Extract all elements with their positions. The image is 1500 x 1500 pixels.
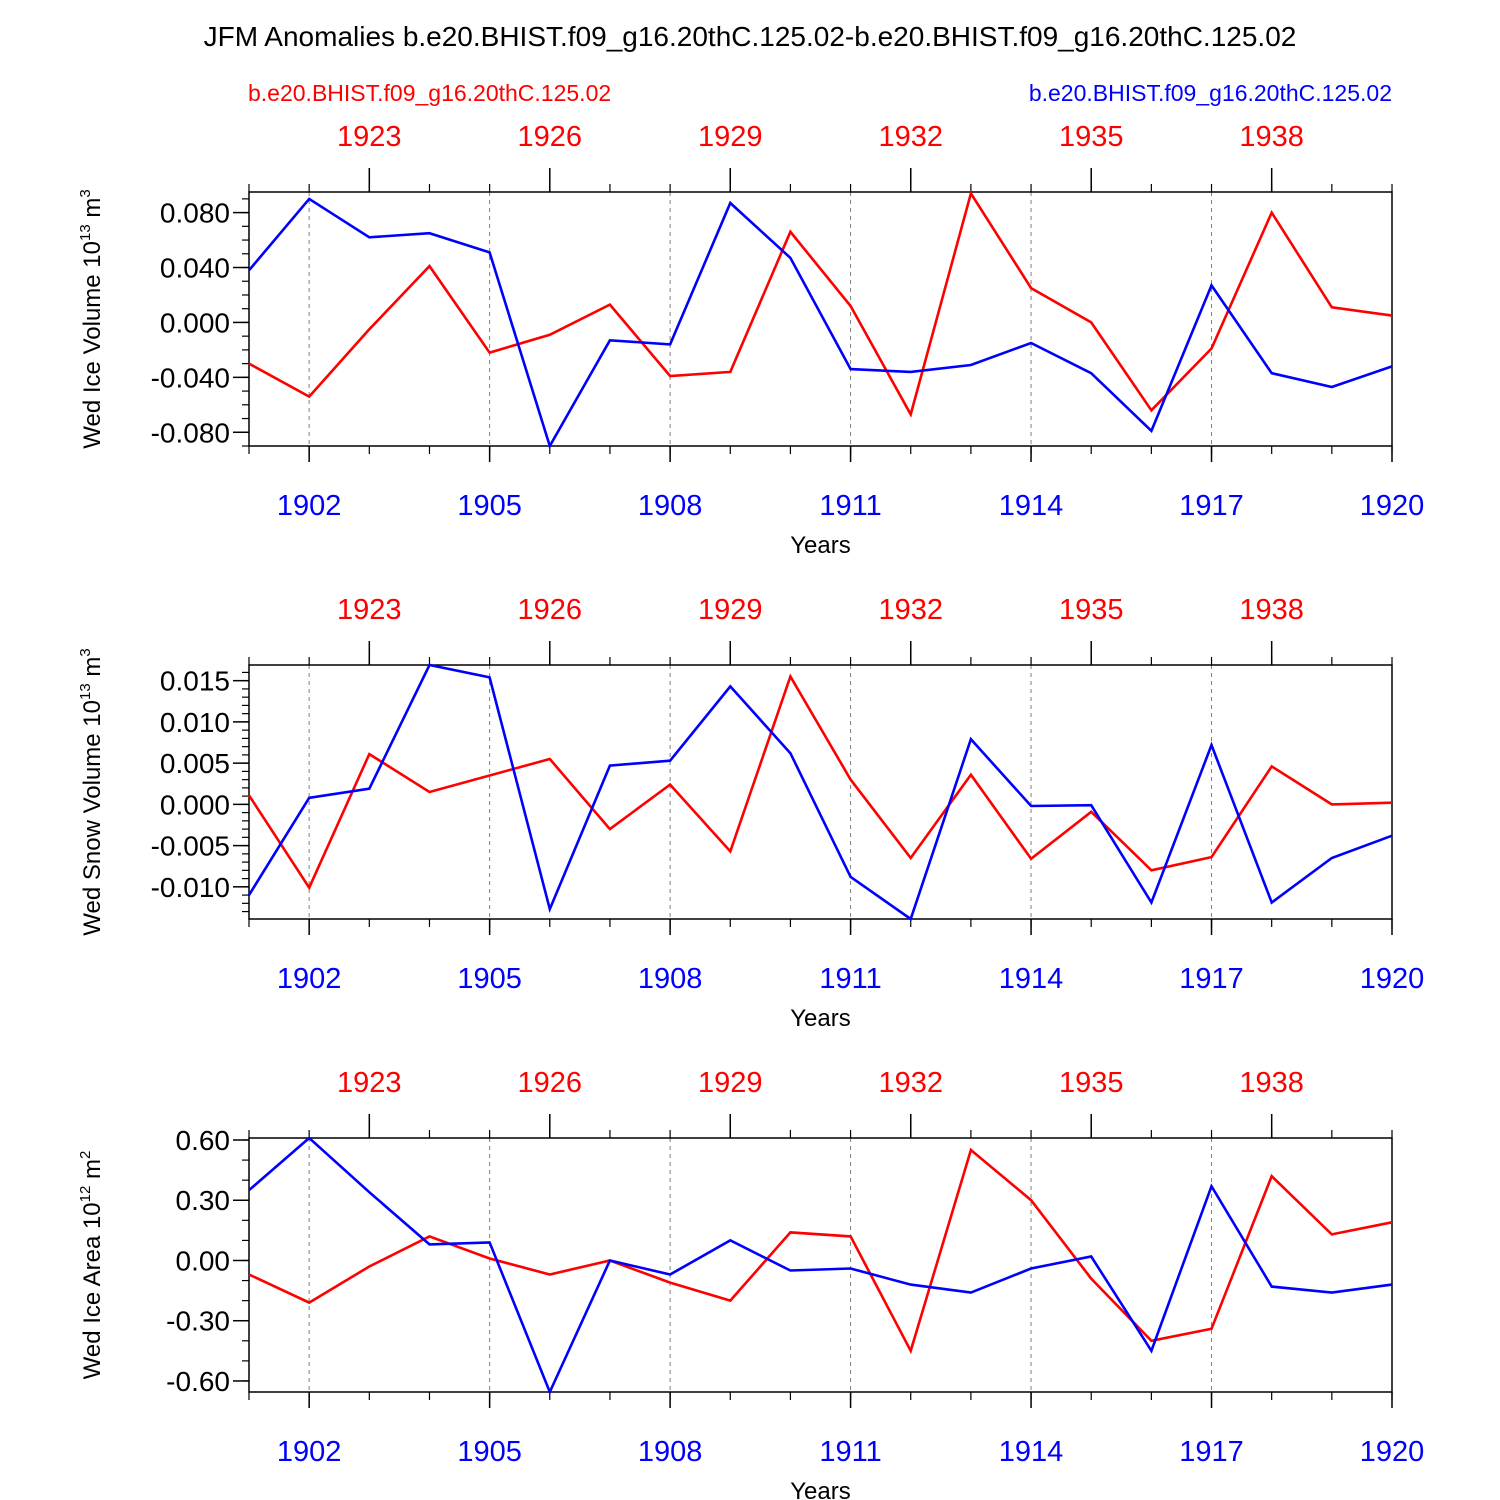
y-tick-label: -0.080 (151, 417, 230, 448)
top-tick-label-1923: 1923 (337, 1067, 402, 1099)
top-tick-label-1923: 1923 (337, 121, 402, 153)
y-axis-title: Wed Ice Volume 1013 m3 (77, 189, 106, 448)
bottom-tick-label-1917: 1917 (1179, 1436, 1244, 1468)
top-tick-label-1929: 1929 (698, 1067, 763, 1099)
y-axis-unit-suffix-exponent: 2 (77, 1151, 94, 1159)
x-axis-title: Years (790, 1478, 851, 1500)
top-tick-label-1923: 1923 (337, 594, 402, 626)
series-line-red (248, 190, 1393, 418)
y-tick-label: 0.60 (176, 1125, 231, 1156)
x-axis-title: Years (790, 1005, 851, 1032)
series-line-red (248, 1147, 1393, 1355)
top-tick-label-1935: 1935 (1059, 1067, 1124, 1099)
top-tick-label-1935: 1935 (1059, 121, 1124, 153)
y-tick-label: 0.00 (176, 1245, 231, 1276)
plot-frame (248, 191, 1393, 447)
bottom-tick-label-1908: 1908 (638, 490, 703, 522)
y-tick-label: 0.080 (160, 198, 230, 229)
y-axis-unit-exponent: 12 (77, 1186, 94, 1203)
y-tick-label: -0.010 (151, 872, 230, 903)
top-tick-label-1932: 1932 (878, 594, 943, 626)
y-axis-unit: m (79, 198, 106, 225)
y-axis-unit-exponent: 13 (77, 224, 94, 241)
y-tick-label: 0.015 (160, 666, 230, 697)
bottom-tick-label-1911: 1911 (819, 1436, 881, 1468)
top-tick-label-1938: 1938 (1239, 594, 1304, 626)
plot-frame (248, 1137, 1393, 1393)
bottom-tick-label-1914: 1914 (999, 1436, 1064, 1468)
bottom-tick-label-1905: 1905 (457, 490, 522, 522)
y-tick-label: 0.30 (176, 1185, 231, 1216)
y-tick-label: -0.60 (166, 1366, 230, 1397)
y-tick-label: -0.040 (151, 362, 230, 393)
plot-frame (248, 664, 1393, 920)
bottom-tick-label-1917: 1917 (1179, 963, 1244, 995)
y-axis-unit-exponent: 13 (77, 683, 94, 700)
y-axis-title-label: Wed Snow Volume 10 (79, 700, 106, 936)
y-tick-label: 0.005 (160, 748, 230, 779)
x-axis-title: Years (790, 532, 851, 559)
bottom-tick-label-1902: 1902 (277, 963, 342, 995)
top-tick-label-1929: 1929 (698, 594, 763, 626)
y-tick-label: 0.000 (160, 789, 230, 820)
bottom-tick-label-1914: 1914 (999, 963, 1064, 995)
y-axis-title-label: Wed Ice Volume 10 (79, 241, 106, 449)
y-tick-label: 0.040 (160, 253, 230, 284)
top-tick-label-1938: 1938 (1239, 1067, 1304, 1099)
y-tick-label: 0.010 (160, 707, 230, 738)
y-tick-label: -0.30 (166, 1306, 230, 1337)
y-tick-label: 0.000 (160, 307, 230, 338)
series-line-blue (248, 1136, 1393, 1396)
top-tick-label-1932: 1932 (878, 121, 943, 153)
top-tick-label-1938: 1938 (1239, 121, 1304, 153)
series-line-blue (247, 663, 1393, 922)
bottom-tick-label-1911: 1911 (819, 963, 881, 995)
bottom-tick-label-1902: 1902 (277, 490, 342, 522)
legend-left-label: b.e20.BHIST.f09_g16.20thC.125.02 (248, 80, 611, 106)
top-tick-label-1926: 1926 (518, 1067, 583, 1099)
bottom-tick-label-1905: 1905 (457, 1436, 522, 1468)
y-axis-unit: m (79, 1159, 106, 1186)
top-tick-label-1929: 1929 (698, 121, 763, 153)
top-tick-label-1926: 1926 (518, 121, 583, 153)
top-tick-label-1935: 1935 (1059, 594, 1124, 626)
y-axis-unit-suffix-exponent: 3 (77, 189, 94, 197)
bottom-tick-label-1902: 1902 (277, 1436, 342, 1468)
bottom-tick-label-1908: 1908 (638, 963, 703, 995)
bottom-tick-label-1920: 1920 (1360, 963, 1425, 995)
bottom-tick-label-1905: 1905 (457, 963, 522, 995)
series-line-red (247, 673, 1393, 891)
y-axis-title-label: Wed Ice Area 10 (79, 1202, 106, 1379)
y-axis-title: Wed Snow Volume 1013 m3 (77, 648, 106, 935)
panel-1: 1902 1905 1908 1911 1914 1917 1920 1923 1926 1929… (77, 121, 1424, 559)
series-line-blue (248, 197, 1393, 450)
top-tick-label-1932: 1932 (878, 1067, 943, 1099)
bottom-tick-label-1914: 1914 (999, 490, 1064, 522)
panels-group: 1902 1905 1908 1911 1914 1917 1920 1923 1926 1929… (77, 121, 1424, 1500)
y-tick-label: -0.005 (151, 831, 230, 862)
top-tick-label-1926: 1926 (518, 594, 583, 626)
bottom-tick-label-1908: 1908 (638, 1436, 703, 1468)
bottom-tick-label-1917: 1917 (1179, 490, 1244, 522)
legend-right-label: b.e20.BHIST.f09_g16.20thC.125.02 (1029, 80, 1392, 106)
panel-3: 1902 1905 1908 1911 1914 1917 1920 1923 1926 1929… (77, 1067, 1424, 1500)
y-axis-unit-suffix-exponent: 3 (77, 648, 94, 656)
bottom-tick-label-1920: 1920 (1360, 490, 1425, 522)
bottom-tick-label-1911: 1911 (819, 490, 881, 522)
figure-title: JFM Anomalies b.e20.BHIST.f09_g16.20thC.… (204, 21, 1297, 52)
y-axis-title: Wed Ice Area 1012 m2 (77, 1151, 106, 1380)
panel-2: 1902 1905 1908 1911 1914 1917 1920 1923 1926 1929… (77, 594, 1424, 1032)
bottom-tick-label-1920: 1920 (1360, 1436, 1425, 1468)
y-axis-unit: m (79, 657, 106, 684)
